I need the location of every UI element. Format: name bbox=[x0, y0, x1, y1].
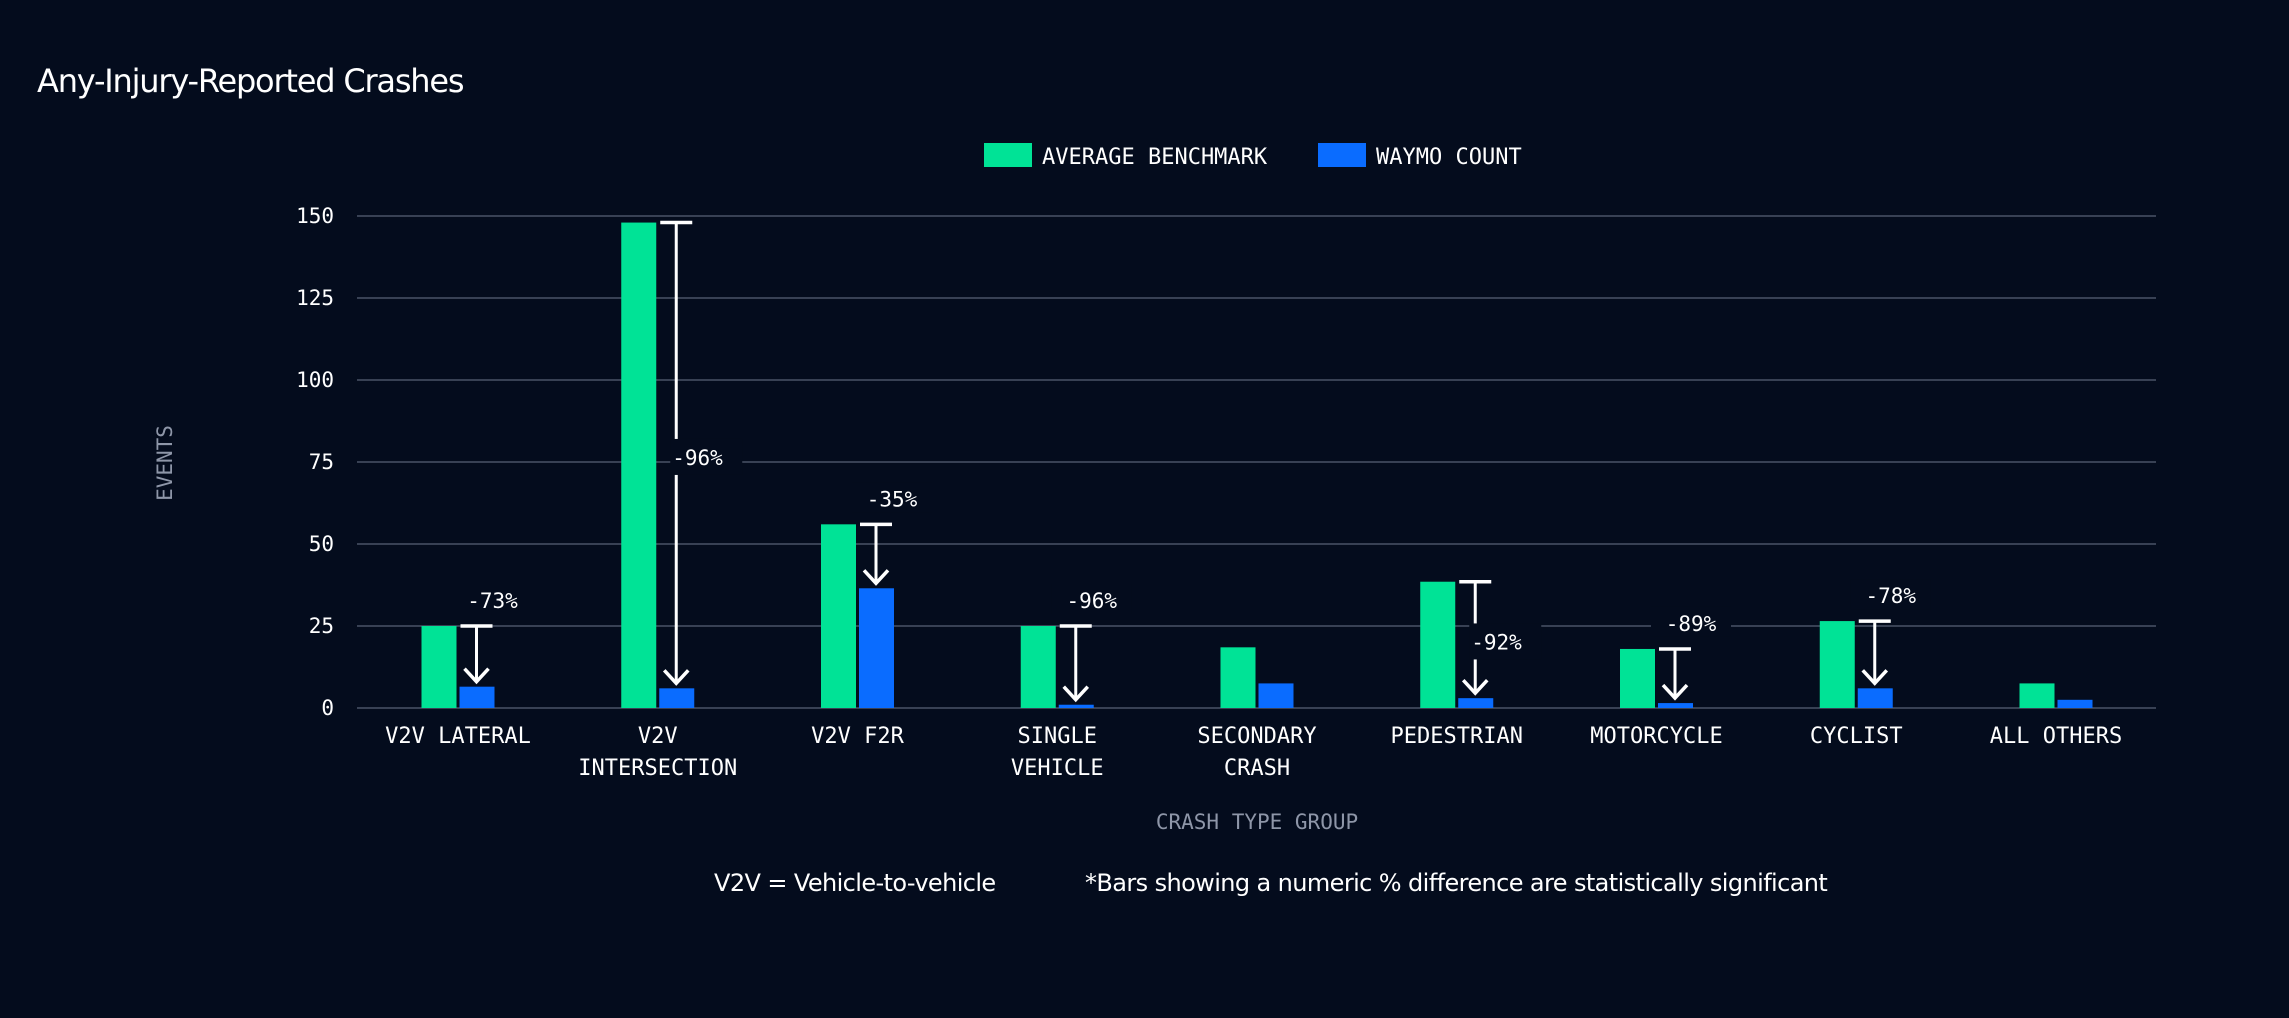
category-label: V2V bbox=[638, 724, 678, 749]
x-axis-label: CRASH TYPE GROUP bbox=[1156, 810, 1358, 834]
y-tick-label: 50 bbox=[309, 532, 334, 556]
benchmark-bar bbox=[421, 626, 457, 708]
benchmark-bar bbox=[1819, 621, 1855, 708]
category-label: SECONDARY bbox=[1197, 724, 1316, 749]
category-label: MOTORCYCLE bbox=[1590, 724, 1722, 749]
waymo-bar bbox=[1058, 704, 1094, 708]
legend-label: WAYMO COUNT bbox=[1376, 145, 1522, 170]
legend-label: AVERAGE BENCHMARK bbox=[1042, 145, 1268, 170]
arrow-head bbox=[1461, 678, 1489, 696]
benchmark-bar bbox=[1020, 626, 1056, 708]
y-tick-label: 125 bbox=[296, 286, 334, 310]
y-tick-label: 150 bbox=[296, 204, 334, 228]
category-label: PEDESTRIAN bbox=[1391, 724, 1523, 749]
category-label: VEHICLE bbox=[1011, 756, 1104, 781]
reduction-label: -96% bbox=[1066, 589, 1117, 613]
y-tick-labels: 0 25 50 75 100 125 150 bbox=[296, 204, 334, 720]
label-backdrop bbox=[1850, 579, 1931, 610]
arrow-head bbox=[862, 569, 890, 586]
footnote-significance: *Bars showing a numeric % difference are… bbox=[1085, 869, 1827, 897]
category-label: INTERSECTION bbox=[578, 756, 737, 781]
waymo-bar bbox=[1258, 683, 1294, 708]
label-backdrop bbox=[852, 482, 932, 513]
reduction-arrows: -73% -96% -35% -96% -92% -89% -78% bbox=[452, 220, 1931, 703]
reduction-label: -35% bbox=[867, 487, 918, 511]
label-backdrop bbox=[670, 438, 743, 475]
category-label: CRASH bbox=[1224, 756, 1290, 781]
waymo-bar bbox=[659, 688, 695, 708]
y-tick-label: 0 bbox=[321, 696, 334, 720]
reduction-label: -73% bbox=[467, 589, 518, 613]
label-backdrop bbox=[1051, 584, 1132, 614]
y-tick-label: 100 bbox=[296, 368, 334, 392]
gridlines bbox=[357, 215, 2156, 709]
legend-swatch bbox=[984, 143, 1032, 167]
legend-swatch bbox=[1318, 143, 1366, 167]
y-tick-label: 75 bbox=[309, 450, 334, 474]
label-backdrop bbox=[1469, 623, 1542, 660]
category-label: CYCLIST bbox=[1810, 724, 1903, 749]
category-label: V2V F2R bbox=[811, 724, 904, 749]
benchmark-bar bbox=[1620, 648, 1655, 708]
label-backdrop bbox=[452, 584, 533, 614]
waymo-bar bbox=[459, 686, 495, 708]
benchmark-bar bbox=[1220, 647, 1256, 708]
benchmark-bar bbox=[621, 222, 657, 708]
category-label: ALL OTHERS bbox=[1990, 724, 2122, 749]
waymo-bar bbox=[1857, 688, 1893, 708]
reduction-label: -92% bbox=[1471, 630, 1522, 654]
category-label: SINGLE bbox=[1018, 724, 1097, 749]
label-backdrop bbox=[1651, 606, 1731, 637]
benchmark-bar bbox=[2019, 683, 2055, 708]
reduction-label: -78% bbox=[1865, 584, 1916, 608]
waymo-bar bbox=[1458, 698, 1494, 708]
waymo-bar bbox=[2057, 699, 2093, 708]
footnote-v2v: V2V = Vehicle-to-vehicle bbox=[714, 869, 996, 897]
arrow-head bbox=[1062, 685, 1090, 703]
arrow-head bbox=[1861, 669, 1889, 686]
arrow-head bbox=[662, 669, 690, 686]
chart-title: Any-Injury-Reported Crashes bbox=[37, 62, 464, 100]
benchmark-bar bbox=[821, 524, 856, 708]
reduction-label: -96% bbox=[672, 446, 723, 470]
category-label: V2V LATERAL bbox=[385, 724, 531, 749]
waymo-bar bbox=[859, 588, 894, 708]
benchmark-bar bbox=[1420, 581, 1456, 708]
category-labels: V2V LATERAL V2V INTERSECTION V2V F2R SINGLE V… bbox=[385, 724, 2122, 781]
legend: AVERAGE BENCHMARK WAYMO COUNT bbox=[984, 143, 1522, 170]
reduction-label: -89% bbox=[1666, 612, 1717, 636]
waymo-bar bbox=[1658, 703, 1693, 708]
y-tick-label: 25 bbox=[309, 614, 334, 638]
y-axis-label: EVENTS bbox=[153, 425, 177, 501]
bars bbox=[421, 222, 2093, 708]
arrow-head bbox=[1661, 683, 1689, 701]
arrow-head bbox=[463, 667, 490, 685]
